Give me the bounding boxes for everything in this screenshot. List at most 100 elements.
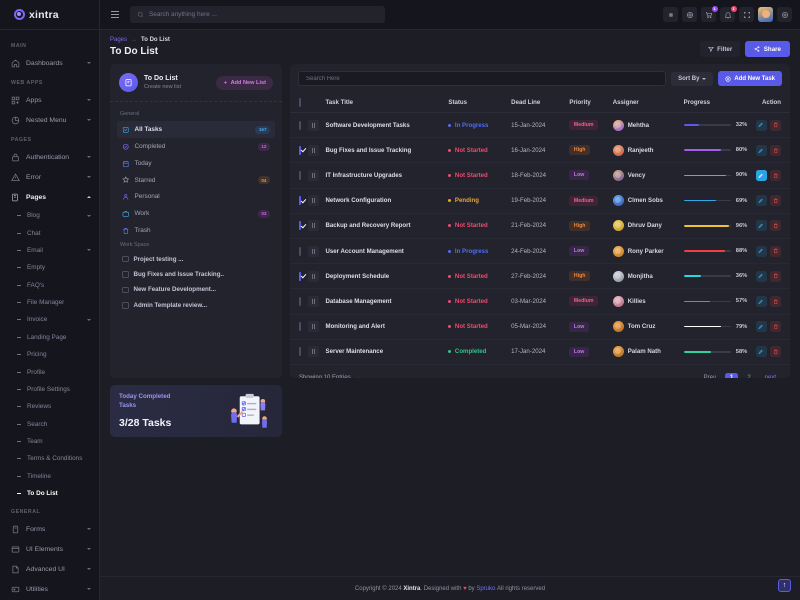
workspace-checkbox[interactable] (122, 302, 129, 309)
sidebar-subitem-chat[interactable]: Chat (0, 224, 99, 241)
select-all-checkbox[interactable] (299, 98, 301, 107)
pagination-page-1[interactable]: 1 (724, 372, 739, 378)
workspace-item[interactable]: Project testing ... (117, 252, 275, 267)
sidebar-subitem-team[interactable]: Team (0, 433, 99, 450)
pagination-prev[interactable]: Prev (699, 373, 721, 378)
delete-button[interactable] (770, 119, 781, 131)
delete-button[interactable] (770, 195, 781, 207)
sidebar-subitem-blog[interactable]: Blog (0, 207, 99, 224)
drag-handle-icon[interactable] (307, 270, 319, 282)
global-search[interactable] (130, 6, 385, 23)
edit-button[interactable] (755, 346, 767, 358)
sidebar-subitem-file-manager[interactable]: File Manager (0, 294, 99, 311)
drag-handle-icon[interactable] (307, 220, 319, 232)
edit-button[interactable] (755, 220, 767, 232)
delete-button[interactable] (770, 270, 781, 282)
sidebar-subitem-reviews[interactable]: Reviews (0, 398, 99, 415)
brand-logo[interactable]: xintra (0, 0, 99, 30)
sidebar-item-utilities[interactable]: Utilities (0, 579, 99, 599)
bug-icon-button[interactable] (663, 7, 678, 22)
bell-icon-button[interactable]: 1 (720, 5, 737, 22)
avatar[interactable] (758, 7, 773, 22)
row-checkbox[interactable] (299, 196, 301, 206)
table-row[interactable]: Software Development Tasks In Progress 15-… (290, 112, 790, 139)
sidebar-item-ui-elements[interactable]: UI Elements (0, 539, 99, 559)
row-checkbox[interactable] (299, 221, 301, 231)
row-checkbox[interactable] (299, 322, 301, 332)
sidebar-subitem-to-do-list[interactable]: To Do List (0, 485, 99, 502)
pagination-page-2[interactable]: 2 (742, 373, 755, 378)
sidebar-subitem-profile-settings[interactable]: Profile Settings (0, 381, 99, 398)
list-item-today[interactable]: Today (117, 155, 275, 172)
sidebar-subitem-timeline[interactable]: Timeline (0, 468, 99, 485)
sidebar-item-forms[interactable]: Forms (0, 519, 99, 539)
sidebar-subitem-search[interactable]: Search (0, 416, 99, 433)
row-checkbox[interactable] (299, 347, 301, 357)
table-row[interactable]: Bug Fixes and Issue Tracking Not Started 1… (290, 137, 790, 164)
sidebar-item-apps[interactable]: Apps (0, 90, 99, 110)
workspace-item[interactable]: Admin Template review... (117, 298, 275, 313)
edit-button[interactable] (755, 195, 767, 207)
row-checkbox[interactable] (299, 296, 301, 306)
breadcrumb-root[interactable]: Pages (110, 37, 128, 43)
cart-icon-button[interactable]: 1 (701, 5, 718, 22)
drag-handle-icon[interactable] (307, 169, 319, 181)
list-item-work[interactable]: Work 03 (117, 205, 275, 222)
list-item-completed[interactable]: Completed 12 (117, 138, 275, 155)
filter-button[interactable]: Filter (699, 41, 741, 57)
table-row[interactable]: Monitoring and Alert Not Started 05-Mar-20… (290, 314, 790, 340)
sort-by-dropdown[interactable]: Sort By (671, 71, 714, 86)
sidebar-subitem-invoice[interactable]: Invoice (0, 311, 99, 328)
drag-handle-icon[interactable] (307, 195, 319, 207)
sidebar-subitem-pricing[interactable]: Pricing (0, 346, 99, 363)
drag-handle-icon[interactable] (307, 321, 319, 333)
grid-apps-icon-button[interactable] (682, 7, 697, 22)
sidebar-item-error[interactable]: Error (0, 167, 99, 187)
list-item-starred[interactable]: Starred 04 (117, 172, 275, 189)
workspace-checkbox[interactable] (122, 255, 129, 263)
delete-button[interactable] (770, 169, 781, 181)
menu-toggle-icon[interactable] (108, 8, 122, 21)
footer-link-spruko[interactable]: Spruko (476, 585, 496, 592)
row-checkbox[interactable] (299, 271, 301, 281)
edit-button[interactable] (755, 295, 767, 307)
sidebar-subitem-terms-conditions[interactable]: Terms & Conditions (0, 450, 99, 467)
sidebar-item-pages[interactable]: Pages (0, 187, 99, 207)
sidebar-item-nested-menu[interactable]: Nested Menu (0, 110, 99, 130)
drag-handle-icon[interactable] (307, 119, 319, 131)
sidebar-subitem-email[interactable]: Email (0, 242, 99, 259)
workspace-item[interactable]: New Feature Development... (117, 282, 275, 297)
delete-button[interactable] (770, 220, 781, 232)
table-row[interactable]: Server Maintenance Completed 17-Jan-2024 Lo… (290, 339, 790, 365)
edit-button[interactable] (755, 321, 767, 333)
list-item-trash[interactable]: Trash (117, 222, 275, 239)
sidebar-subitem-profile[interactable]: Profile (0, 363, 99, 380)
sidebar-item-advanced-ui[interactable]: Advanced UI (0, 559, 99, 579)
gear-icon-button[interactable] (777, 7, 792, 22)
delete-button[interactable] (770, 346, 781, 358)
table-row[interactable]: Backup and Recovery Report Not Started 21-… (290, 213, 790, 239)
fullscreen-icon-button[interactable] (739, 7, 754, 22)
back-to-top-button[interactable]: ↑ (778, 579, 791, 592)
add-new-list-button[interactable]: Add New List (215, 75, 273, 90)
drag-handle-icon[interactable] (307, 245, 319, 257)
table-row[interactable]: IT Infrastructure Upgrades Not Started 18-… (290, 162, 790, 189)
workspace-item[interactable]: Bug Fixes and Issue Tracking.. (117, 267, 275, 282)
sidebar-item-dashboards[interactable]: Dashboards (0, 53, 99, 73)
sidebar-subitem-faq-s[interactable]: FAQ's (0, 277, 99, 294)
workspace-checkbox[interactable] (122, 271, 129, 278)
sidebar-subitem-landing-page[interactable]: Landing Page (0, 329, 99, 346)
edit-button[interactable] (755, 144, 767, 156)
share-button[interactable]: Share (745, 41, 790, 57)
edit-button[interactable] (755, 270, 767, 282)
delete-button[interactable] (770, 321, 781, 333)
sidebar-subitem-empty[interactable]: Empty (0, 259, 99, 276)
row-checkbox[interactable] (299, 170, 301, 180)
row-checkbox[interactable] (299, 120, 301, 130)
list-item-all-tasks[interactable]: All Tasks 167 (117, 121, 275, 138)
entries-arrow-icon[interactable]: → (355, 375, 361, 378)
edit-button[interactable] (755, 119, 767, 131)
tasks-search[interactable] (298, 71, 667, 86)
drag-handle-icon[interactable] (307, 144, 319, 156)
search-input[interactable] (149, 11, 378, 18)
